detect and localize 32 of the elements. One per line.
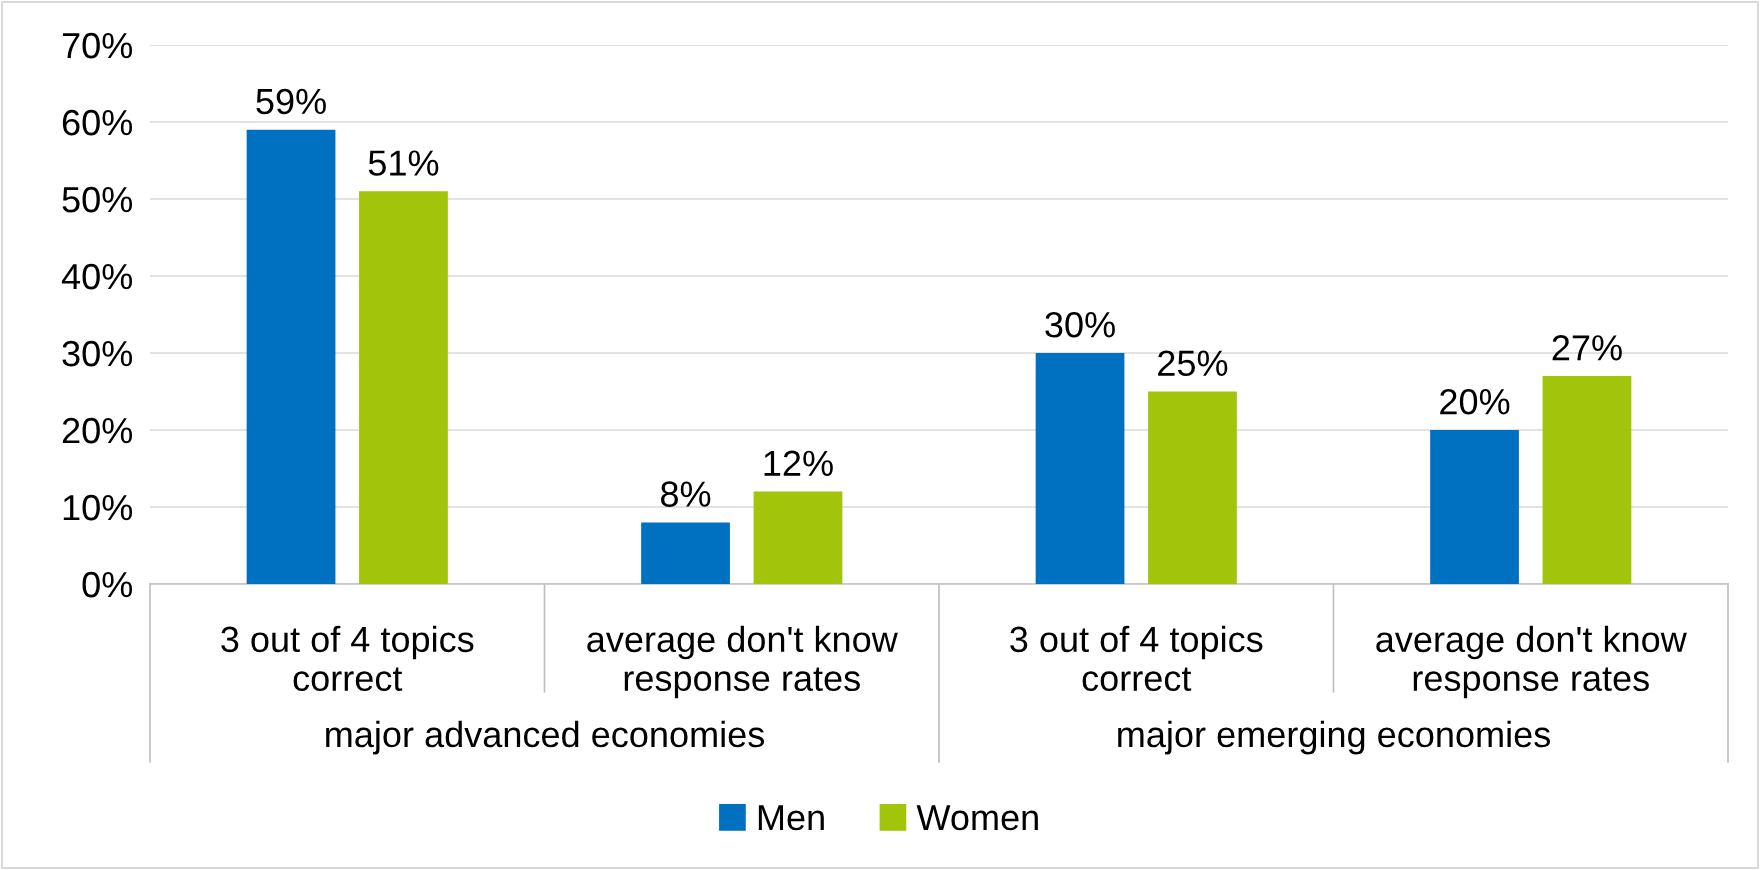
- x-tick-label: 3 out of 4 topics correct: [1010, 625, 1263, 692]
- text: major emerging economies: [1118, 720, 1550, 755]
- x-tick-label: 3 out of 4 topics correct: [221, 625, 474, 692]
- y-tick-label: 40%: [61, 263, 133, 290]
- legend-label: Women: [916, 805, 1038, 831]
- text: major advanced economies: [326, 720, 765, 755]
- y-tick-label: 30%: [62, 340, 133, 367]
- x-tick-label: average don't know response rates: [1376, 625, 1687, 699]
- y-tick-label: 60%: [62, 109, 133, 136]
- y-tick-label: 20%: [62, 417, 133, 444]
- data-label: 20%: [1440, 388, 1510, 415]
- data-label: 8%: [661, 481, 711, 507]
- data-label: 30%: [1045, 311, 1115, 338]
- bar: [1035, 353, 1125, 584]
- y-tick-label: 70%: [62, 32, 133, 59]
- bar: [359, 191, 448, 584]
- x-tick-label: average don't know response rates: [587, 625, 898, 699]
- bar: [1430, 430, 1519, 584]
- bar: [1148, 391, 1237, 584]
- y-tick-label: 10%: [63, 494, 133, 521]
- data-label: 59%: [256, 88, 326, 115]
- bar: [246, 129, 336, 584]
- data-label: 27%: [1552, 335, 1622, 361]
- bar: [1542, 376, 1632, 584]
- data-label: 25%: [1158, 350, 1228, 377]
- data-label: 12%: [764, 450, 833, 476]
- bar: [753, 491, 843, 584]
- bar: [641, 522, 730, 584]
- y-tick-label: 50%: [62, 186, 133, 213]
- y-tick-label: 0%: [82, 571, 133, 598]
- data-label: 51%: [368, 150, 439, 176]
- legend-label: Men: [758, 805, 824, 831]
